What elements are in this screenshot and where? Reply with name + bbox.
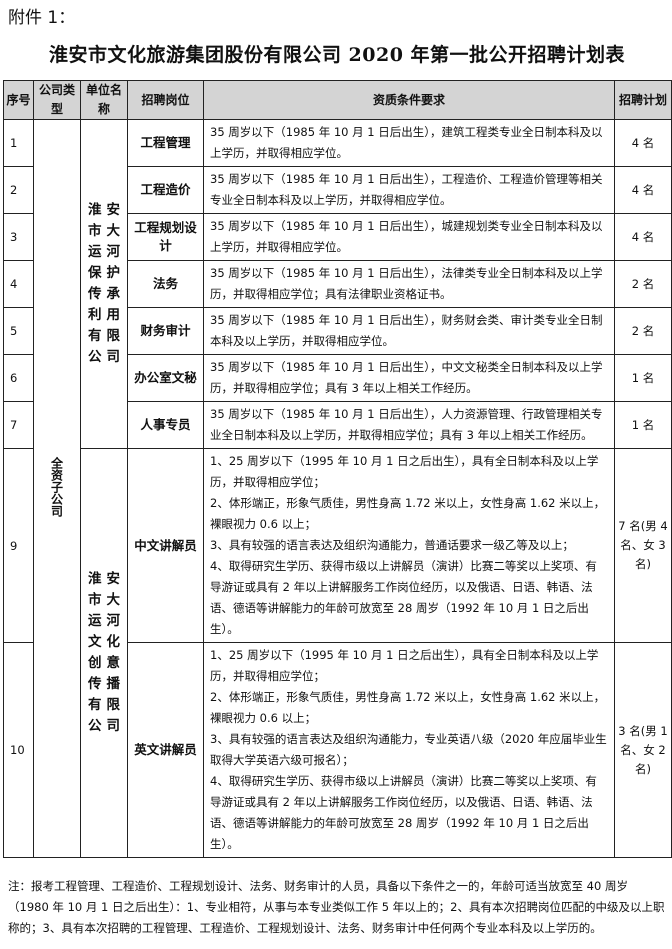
unit-cell: 淮安市大运河文化创意传播有限公司 — [80, 448, 128, 858]
table-row: 4 法务 35 周岁以下（1985 年 10 月 1 日后出生），法律类专业全日制本… — [3, 260, 672, 308]
requirements: 35 周岁以下（1985 年 10 月 1 日后出生），中文文秘类全日制本科及以… — [203, 354, 615, 402]
requirement-line: 4、取得研究生学历、获得市级以上讲解员（演讲）比赛二等奖以上奖项、有导游证或具有… — [210, 774, 597, 851]
position: 英文讲解员 — [127, 642, 204, 858]
position: 工程规划设计 — [127, 213, 204, 261]
table-row: 10 英文讲解员 1、25 周岁以下（1995 年 10 月 1 日之后出生），具有… — [3, 642, 672, 858]
table-header-row: 序号 公司类型 单位名称 招聘岗位 资质条件要求 招聘计划 — [3, 80, 672, 120]
requirement-line: 35 周岁以下（1985 年 10 月 1 日后出生），建筑工程类专业全日制本科… — [210, 125, 603, 160]
company-type-cell: 全资子公司 — [33, 119, 81, 858]
requirement-line: 1、25 周岁以下（1995 年 10 月 1 日之后出生），具有全日制本科及以… — [210, 454, 599, 489]
requirement-line: 2、体形端正，形象气质佳，男性身高 1.72 米以上，女性身高 1.62 米以上… — [210, 690, 606, 725]
hire-count: 7 名(男 4 名、女 3 名) — [614, 448, 672, 643]
table-row: 5 财务审计 35 周岁以下（1985 年 10 月 1 日后出生），财务财会类、审… — [3, 307, 672, 355]
row-no: 4 — [3, 260, 34, 308]
row-no: 5 — [3, 307, 34, 355]
hire-count: 1 名 — [614, 401, 672, 449]
requirements: 35 周岁以下（1985 年 10 月 1 日后出生），工程造价、工程造价管理等… — [203, 166, 615, 214]
position: 办公室文秘 — [127, 354, 204, 402]
position: 法务 — [127, 260, 204, 308]
requirements: 35 周岁以下（1985 年 10 月 1 日后出生），法律类专业全日制本科及以… — [203, 260, 615, 308]
unit-cell: 淮安市大运河保护传承利用有限公司 — [80, 119, 128, 449]
row-no: 2 — [3, 166, 34, 214]
row-no: 3 — [3, 213, 34, 261]
requirement-line: 3、具有较强的语言表达及组织沟通能力，普通话要求一级乙等及以上； — [210, 538, 574, 552]
requirements: 1、25 周岁以下（1995 年 10 月 1 日之后出生），具有全日制本科及以… — [203, 642, 615, 858]
unit-name: 淮安市大运河保护传承利用有限公司 — [88, 202, 125, 365]
hire-count: 2 名 — [614, 260, 672, 308]
row-no: 1 — [3, 119, 34, 167]
attachment-label: 附件 1： — [8, 8, 76, 28]
requirement-line: 35 周岁以下（1985 年 10 月 1 日后出生），工程造价、工程造价管理等… — [210, 172, 603, 207]
header-requirements: 资质条件要求 — [203, 80, 615, 120]
position: 中文讲解员 — [127, 448, 204, 643]
row-no: 10 — [3, 642, 34, 858]
header-count: 招聘计划 — [614, 80, 672, 120]
requirements: 35 周岁以下（1985 年 10 月 1 日后出生），财务财会类、审计类专业全… — [203, 307, 615, 355]
requirements: 35 周岁以下（1985 年 10 月 1 日后出生），人力资源管理、行政管理相… — [203, 401, 615, 449]
table-row: 2 工程造价 35 周岁以下（1985 年 10 月 1 日后出生），工程造价、工程… — [3, 166, 672, 214]
table-row: 3 工程规划设计 35 周岁以下（1985 年 10 月 1 日后出生），城建规划类… — [3, 213, 672, 261]
recruitment-table: 序号 公司类型 单位名称 招聘岗位 资质条件要求 招聘计划 1 全资子公司 淮安市大… — [3, 80, 672, 858]
footnote: 注：报考工程管理、工程造价、工程规划设计、法务、财务审计的人员，具备以下条件之一… — [8, 879, 665, 935]
table-row: 9 淮安市大运河文化创意传播有限公司 中文讲解员 1、25 周岁以下（1995 年 1… — [3, 448, 672, 858]
row-no: 9 — [3, 448, 34, 643]
row-no: 7 — [3, 401, 34, 449]
requirement-line: 3、具有较强的语言表达及组织沟通能力，专业英语八级（2020 年应届毕业生取得大… — [210, 732, 607, 767]
table-row: 1 全资子公司 淮安市大运河保护传承利用有限公司 工程管理 35 周岁以下（1985 年… — [3, 119, 672, 858]
requirement-line: 2、体形端正，形象气质佳，男性身高 1.72 米以上，女性身高 1.62 米以上… — [210, 496, 606, 531]
unit-name: 淮安市大运河文化创意传播有限公司 — [88, 571, 125, 734]
company-type: 全资子公司 — [49, 457, 64, 517]
position: 工程管理 — [127, 119, 204, 167]
table-row: 6 办公室文秘 35 周岁以下（1985 年 10 月 1 日后出生），中文文秘类全… — [3, 354, 672, 402]
requirement-line: 35 周岁以下（1985 年 10 月 1 日后出生），城建规划类专业全日制本科… — [210, 219, 603, 254]
position: 工程造价 — [127, 166, 204, 214]
position: 财务审计 — [127, 307, 204, 355]
requirements: 35 周岁以下（1985 年 10 月 1 日后出生），建筑工程类专业全日制本科… — [203, 119, 615, 167]
page-title: 淮安市文化旅游集团股份有限公司 2020 年第一批公开招聘计划表 — [48, 44, 626, 66]
requirements: 1、25 周岁以下（1995 年 10 月 1 日之后出生），具有全日制本科及以… — [203, 448, 615, 643]
requirement-line: 35 周岁以下（1985 年 10 月 1 日后出生），法律类专业全日制本科及以… — [210, 266, 603, 301]
header-unit-name: 单位名称 — [80, 80, 128, 120]
header-company-type: 公司类型 — [33, 80, 81, 120]
hire-count: 3 名(男 1 名、女 2 名) — [614, 642, 672, 858]
requirement-line: 4、取得研究生学历、获得市级以上讲解员（演讲）比赛二等奖以上奖项、有导游证或具有… — [210, 559, 597, 636]
requirements: 35 周岁以下（1985 年 10 月 1 日后出生），城建规划类专业全日制本科… — [203, 213, 615, 261]
hire-count: 1 名 — [614, 354, 672, 402]
hire-count: 4 名 — [614, 166, 672, 214]
hire-count: 2 名 — [614, 307, 672, 355]
hire-count: 4 名 — [614, 213, 672, 261]
header-position: 招聘岗位 — [127, 80, 204, 120]
header-no: 序号 — [3, 80, 34, 120]
requirement-line: 35 周岁以下（1985 年 10 月 1 日后出生），中文文秘类全日制本科及以… — [210, 360, 603, 395]
row-no: 6 — [3, 354, 34, 402]
table-row: 7 人事专员 35 周岁以下（1985 年 10 月 1 日后出生），人力资源管理、… — [3, 401, 672, 449]
requirement-line: 1、25 周岁以下（1995 年 10 月 1 日之后出生），具有全日制本科及以… — [210, 648, 599, 683]
requirement-line: 35 周岁以下（1985 年 10 月 1 日后出生），人力资源管理、行政管理相… — [210, 407, 603, 442]
requirement-line: 35 周岁以下（1985 年 10 月 1 日后出生），财务财会类、审计类专业全… — [210, 313, 603, 348]
hire-count: 4 名 — [614, 119, 672, 167]
position: 人事专员 — [127, 401, 204, 449]
